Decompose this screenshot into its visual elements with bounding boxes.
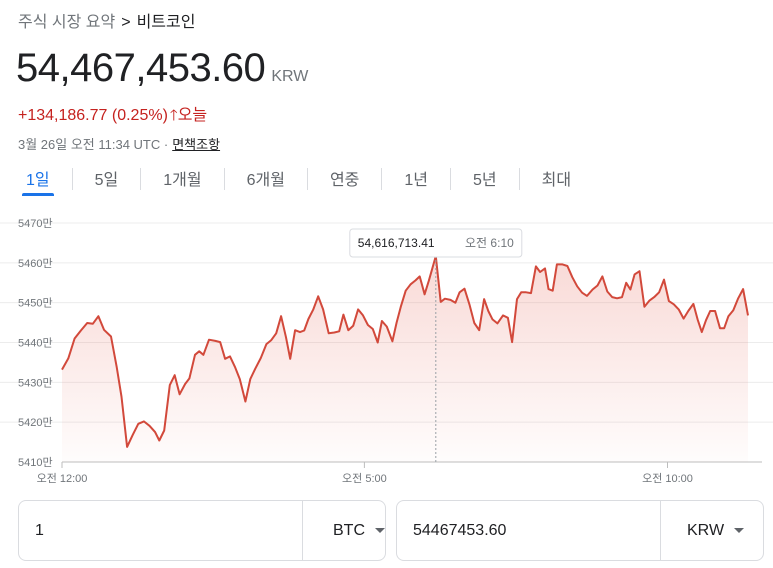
disclaimer-link[interactable]: 면책조항 <box>172 137 221 152</box>
tooltip-time: 오전 6:10 <box>465 236 514 250</box>
breadcrumb-current: 비트코인 <box>136 14 196 31</box>
range-tab[interactable]: 5년 <box>473 172 497 189</box>
price-area <box>62 256 748 462</box>
to-currency-select[interactable]: KRW <box>661 501 763 560</box>
range-tabs: 1일 5일 1개월 6개월 연중 1년 5년 최대 <box>16 162 581 198</box>
range-tab[interactable]: 최대 <box>541 172 572 189</box>
tooltip-box <box>349 228 523 258</box>
y-tick-label: 5430만 <box>18 376 53 389</box>
price-currency: KRW <box>271 68 309 85</box>
dropdown-caret-icon <box>734 528 745 533</box>
range-tab[interactable]: 연중 <box>329 172 360 189</box>
y-tick-label: 5460만 <box>18 257 53 270</box>
arrow-up-icon: 🡑 <box>169 107 178 124</box>
price-change: +134,186.77 (0.25%) 🡑오늘 <box>18 101 207 130</box>
range-tab[interactable]: 1개월 <box>163 172 202 189</box>
y-tick-label: 5440만 <box>18 337 53 350</box>
x-tick-label: 오전 5:00 <box>342 472 387 485</box>
current-price: 54,467,453.60 <box>16 46 266 90</box>
amount-converter-from: BTC <box>18 500 386 561</box>
converter-divider <box>302 501 303 560</box>
price-header: 54,467,453.60 KRW <box>16 46 308 91</box>
y-tick-label: 5470만 <box>18 217 53 230</box>
breadcrumb-separator: > <box>121 14 131 31</box>
range-tab[interactable]: 6개월 <box>246 172 285 189</box>
tab-separator <box>518 168 520 190</box>
tooltip-price: 54,616,713.41 <box>358 236 435 250</box>
range-tab[interactable]: 1일 <box>16 162 60 196</box>
btc-amount-input[interactable] <box>19 501 302 560</box>
x-tick-label: 오전 10:00 <box>642 472 693 485</box>
tab-separator <box>450 168 452 190</box>
from-currency-label: BTC <box>333 521 365 539</box>
y-tick-label: 5420만 <box>18 416 53 429</box>
x-tick-label: 오전 12:00 <box>37 472 88 485</box>
breadcrumb: 주식 시장 요약 > 비트코인 <box>18 8 195 32</box>
from-currency-select[interactable]: BTC <box>303 501 385 560</box>
amount-converter-to: KRW <box>396 500 764 561</box>
tab-separator <box>140 168 142 190</box>
timestamp: 3월 26일 오전 11:34 UTC · <box>18 137 169 152</box>
timestamp-row: 3월 26일 오전 11:34 UTC · 면책조항 <box>18 134 220 153</box>
tab-separator <box>306 168 308 190</box>
tab-separator <box>381 168 383 190</box>
tab-separator <box>71 168 73 190</box>
range-tab[interactable]: 5일 <box>94 172 119 189</box>
range-tab[interactable]: 1년 <box>404 172 429 189</box>
price-chart: 5410만 5420만 5430만 5440만 5450만 5460만 5470만 오전 1… <box>0 217 773 485</box>
price-change-period: 오늘 <box>177 107 208 124</box>
price-line <box>61 255 749 448</box>
tab-separator <box>223 168 225 190</box>
to-currency-label: KRW <box>687 521 725 539</box>
y-tick-label: 5410만 <box>18 456 53 469</box>
breadcrumb-parent-link[interactable]: 주식 시장 요약 <box>18 14 116 31</box>
y-tick-label: 5450만 <box>18 297 53 310</box>
dropdown-caret-icon <box>375 528 385 533</box>
krw-amount-input[interactable] <box>397 501 660 560</box>
converter-divider <box>660 501 661 560</box>
price-change-value: +134,186.77 (0.25%) <box>18 107 168 124</box>
